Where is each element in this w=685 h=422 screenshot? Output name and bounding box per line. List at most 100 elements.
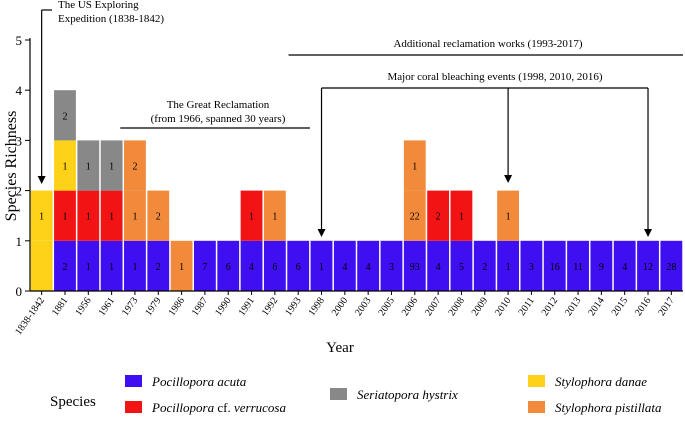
bar-label: 7 bbox=[202, 262, 207, 273]
bar-label: 2 bbox=[62, 262, 67, 273]
x-tick-label: 2006 bbox=[400, 295, 420, 318]
legend-title: Species bbox=[50, 394, 96, 410]
bar-label: 1 bbox=[62, 212, 67, 223]
bar-label: 1 bbox=[272, 212, 277, 223]
bar-segment-2006-stylophora-pistillata bbox=[403, 190, 426, 241]
bar-segment-1881-seriatopora-hystrix bbox=[54, 90, 76, 141]
x-tick-label: 2014 bbox=[586, 295, 606, 318]
bar-segment-1991-pocillopora-acuta bbox=[240, 240, 263, 291]
x-tick-label: 1992 bbox=[260, 295, 280, 318]
bar-label: 4 bbox=[366, 262, 371, 273]
bar-segment-2005-pocillopora-acuta bbox=[380, 240, 403, 291]
bar-label: 1 bbox=[132, 262, 137, 273]
x-tick-label: 1987 bbox=[190, 295, 210, 318]
bar-label: 6 bbox=[296, 262, 301, 273]
bar-segment-2013-pocillopora-acuta bbox=[567, 240, 589, 291]
x-axis-label: Year bbox=[326, 340, 354, 356]
bar-label: 1 bbox=[39, 212, 44, 223]
bar-segment-1838-1842-stylophora-danae bbox=[30, 240, 53, 291]
x-tick-label: 1986 bbox=[167, 295, 187, 318]
x-tick-label: 2017 bbox=[656, 295, 676, 318]
bar-segment-1881-pocillopora-cf-verrucosa bbox=[54, 190, 76, 241]
x-tick-label: 2000 bbox=[330, 295, 350, 318]
y-tick-label: 0 bbox=[16, 284, 23, 299]
bar-label: 1 bbox=[506, 262, 511, 273]
bar-segment-2008-pocillopora-cf-verrucosa bbox=[450, 190, 473, 241]
x-tick-label: 2007 bbox=[423, 295, 443, 318]
bar-label: 1 bbox=[459, 212, 464, 223]
x-tick-label: 1998 bbox=[306, 295, 326, 318]
x-tick-label: 2005 bbox=[376, 295, 396, 318]
bar-segment-2011-pocillopora-acuta bbox=[520, 240, 543, 291]
bar-label: 4 bbox=[249, 262, 254, 273]
bar-label: 2 bbox=[156, 262, 161, 273]
bar-segment-2012-pocillopora-acuta bbox=[543, 240, 566, 291]
bar-segment-1881-pocillopora-acuta bbox=[54, 240, 76, 291]
bar-label: 6 bbox=[226, 262, 231, 273]
x-tick-label: 1973 bbox=[120, 295, 140, 318]
bar-segment-1992-pocillopora-acuta bbox=[263, 240, 286, 291]
x-tick-label: 2009 bbox=[470, 295, 490, 318]
bar-label: 1 bbox=[412, 162, 417, 173]
bar-segment-1993-pocillopora-acuta bbox=[287, 240, 310, 291]
bar-label: 1 bbox=[86, 262, 91, 273]
bar-segment-1991-pocillopora-cf-verrucosa bbox=[240, 190, 263, 241]
bar-segment-2000-pocillopora-acuta bbox=[333, 240, 356, 291]
bar-label: 4 bbox=[436, 262, 441, 273]
annotation-great-reclamation-line2: (from 1966, spanned 30 years) bbox=[151, 113, 286, 125]
bar-segment-2010-pocillopora-acuta bbox=[497, 240, 519, 291]
legend-swatch bbox=[528, 375, 545, 387]
x-tick-label: 2010 bbox=[493, 295, 513, 318]
bar-label: 1 bbox=[506, 212, 511, 223]
bar-label: 1 bbox=[249, 212, 254, 223]
arrow-head-icon bbox=[317, 229, 326, 237]
y-tick-label: 2 bbox=[16, 184, 23, 199]
bar-label: 28 bbox=[666, 262, 676, 273]
annotations-group: The US Exploring Expedition (1838-1842) Th… bbox=[37, 0, 683, 237]
bar-segment-1956-seriatopora-hystrix bbox=[77, 140, 100, 191]
bar-segment-1990-pocillopora-acuta bbox=[217, 240, 240, 291]
legend-swatch bbox=[125, 375, 142, 387]
x-tick-label: 1979 bbox=[143, 295, 163, 318]
annotation-additional-reclamation: Additional reclamation works (1993-2017) bbox=[393, 38, 582, 50]
x-tick-label: 2011 bbox=[517, 295, 537, 317]
bar-segment-2008-pocillopora-acuta bbox=[450, 240, 473, 291]
bar-segment-2017-pocillopora-acuta bbox=[660, 240, 683, 291]
bar-label: 3 bbox=[389, 262, 394, 273]
bar-segment-1992-stylophora-pistillata bbox=[263, 190, 286, 241]
bar-label: 4 bbox=[342, 262, 347, 273]
bar-segment-1961-pocillopora-cf-verrucosa bbox=[100, 190, 123, 241]
bar-label: 3 bbox=[529, 262, 534, 273]
arrow-head-icon bbox=[644, 229, 653, 237]
bar-segment-2006-stylophora-pistillata bbox=[403, 140, 426, 191]
x-tick-label: 1838-1842 bbox=[13, 295, 47, 337]
bar-segment-2003-pocillopora-acuta bbox=[357, 240, 380, 291]
bar-segment-1956-pocillopora-acuta bbox=[77, 240, 100, 291]
bar-segment-2010-stylophora-pistillata bbox=[497, 190, 519, 241]
bar-segment-1987-pocillopora-acuta bbox=[194, 240, 216, 291]
x-tick-label: 2008 bbox=[446, 295, 466, 318]
bar-segment-2015-pocillopora-acuta bbox=[613, 240, 636, 291]
legend-swatch bbox=[528, 401, 545, 413]
x-tick-label: 1991 bbox=[237, 295, 257, 318]
y-tick-label: 4 bbox=[16, 83, 23, 98]
bar-segment-1881-stylophora-danae bbox=[54, 140, 76, 191]
legend-entry: Pocillopora acuta bbox=[151, 374, 247, 389]
bar-label: 6 bbox=[272, 262, 277, 273]
bar-label: 1 bbox=[86, 212, 91, 223]
bar-label: 9 bbox=[599, 262, 604, 273]
legend-entry: Stylophora danae bbox=[555, 374, 647, 389]
bar-label: 1 bbox=[109, 262, 114, 273]
y-axis-label: Species Richness bbox=[3, 111, 20, 222]
bar-label: 4 bbox=[622, 262, 627, 273]
bar-segment-1961-pocillopora-acuta bbox=[100, 240, 123, 291]
bar-segment-2016-pocillopora-acuta bbox=[637, 240, 659, 291]
bar-segment-1998-pocillopora-acuta bbox=[310, 240, 333, 291]
bar-segment-1973-pocillopora-acuta bbox=[124, 240, 146, 291]
bar-label: 1 bbox=[179, 262, 184, 273]
bar-segment-2006-pocillopora-acuta bbox=[403, 240, 426, 291]
bar-segment-2007-pocillopora-acuta bbox=[427, 240, 450, 291]
x-tick-label: 2016 bbox=[633, 295, 653, 318]
annotation-us-expedition-line1: The US Exploring bbox=[58, 0, 139, 11]
